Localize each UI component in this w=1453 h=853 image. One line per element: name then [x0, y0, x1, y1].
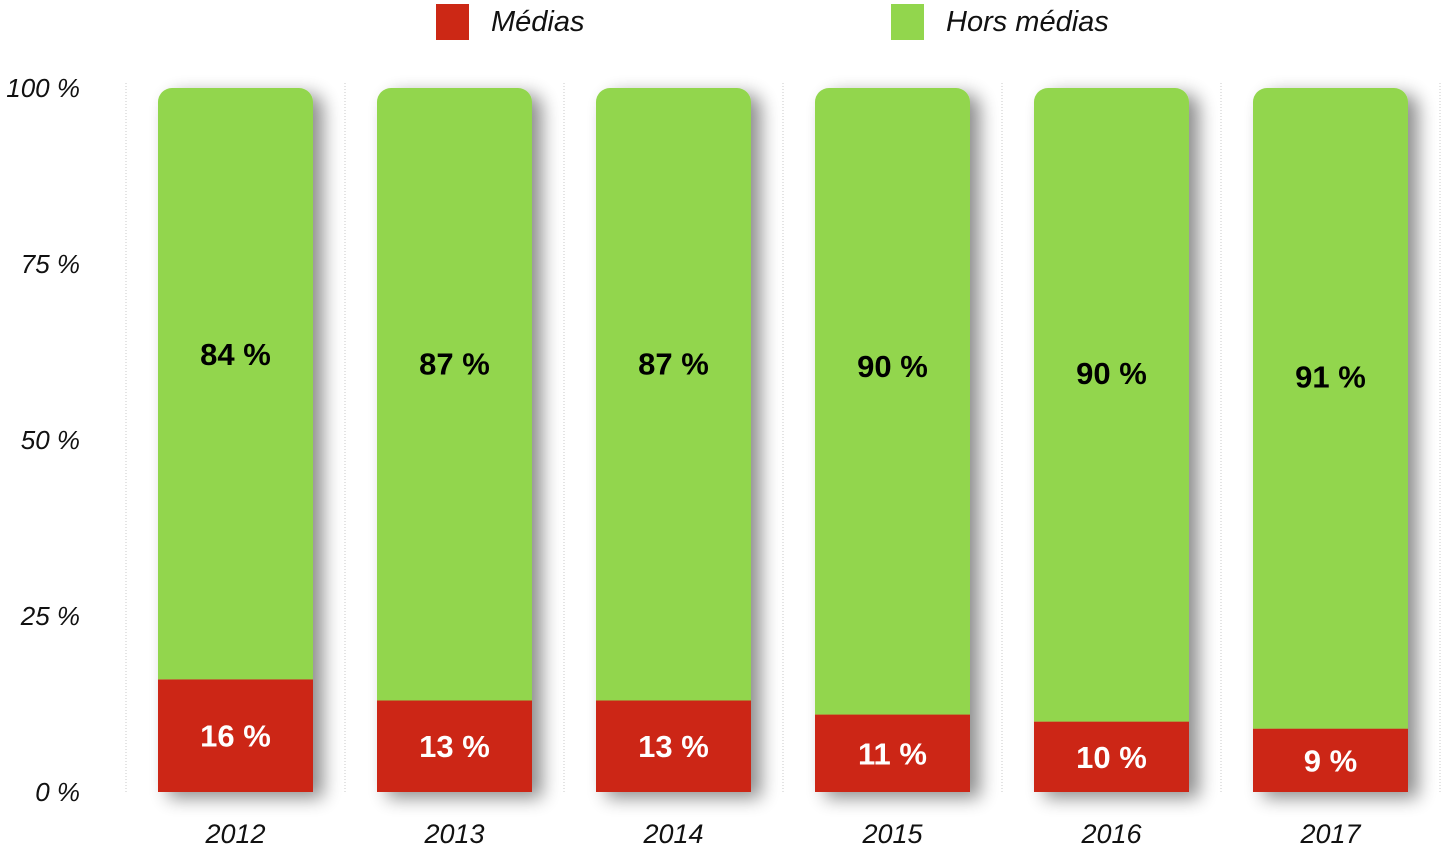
legend-swatch-hors-medias [891, 4, 924, 40]
legend-medias: Médias [436, 2, 585, 42]
data-label-hors-medias-2015: 90 % [857, 349, 928, 384]
x-axis: 2012 2013 2014 2015 2016 2017 [204, 819, 1361, 849]
y-tick-label: 75 % [21, 249, 80, 279]
x-tick-label-2013: 2013 [423, 819, 484, 849]
bars: 16 % 84 % 13 % 87 % 13 % 87 % 11 % 90 % 10 % 90 %… [158, 88, 1408, 792]
bar-medias-2016 [1034, 721, 1189, 792]
data-label-medias-2017: 9 % [1304, 743, 1357, 778]
data-label-medias-2016: 10 % [1076, 740, 1147, 775]
data-label-hors-medias-2012: 84 % [200, 337, 271, 372]
legend-hors-medias: Hors médias [891, 2, 1109, 42]
data-label-medias-2015: 11 % [858, 736, 927, 771]
bar-group-2015 [815, 88, 970, 792]
legend-label-hors-medias: Hors médias [946, 5, 1109, 38]
y-tick-label: 0 % [35, 777, 80, 807]
data-label-medias-2014: 13 % [638, 729, 709, 764]
legend-label-medias: Médias [491, 5, 585, 38]
data-label-hors-medias-2013: 87 % [419, 347, 490, 382]
data-label-hors-medias-2016: 90 % [1076, 356, 1147, 391]
bar-hors-medias-2015 [815, 88, 970, 715]
bar-medias-2014 [596, 700, 751, 792]
y-tick-label: 25 % [20, 601, 80, 631]
bar-hors-medias-2017 [1253, 88, 1408, 729]
x-tick-label-2012: 2012 [204, 819, 265, 849]
data-label-hors-medias-2014: 87 % [638, 347, 709, 382]
y-axis: 0 % 25 % 50 % 75 % 100 % [6, 73, 80, 807]
bar-medias-2013 [377, 700, 532, 792]
bar-hors-medias-2014 [596, 88, 751, 701]
y-tick-label: 100 % [6, 73, 80, 103]
x-tick-label-2014: 2014 [642, 819, 703, 849]
data-label-medias-2013: 13 % [419, 729, 490, 764]
x-tick-label-2017: 2017 [1299, 819, 1361, 849]
data-label-medias-2012: 16 % [200, 719, 271, 754]
bar-hors-medias-2013 [377, 88, 532, 701]
bar-hors-medias-2016 [1034, 88, 1189, 722]
bar-hors-medias-2012 [158, 88, 313, 680]
bar-group-2014 [596, 88, 751, 792]
bar-group-2017 [1253, 88, 1408, 792]
legend-swatch-medias [436, 4, 469, 40]
bar-medias-2015 [815, 714, 970, 792]
bar-group-2013 [377, 88, 532, 792]
y-tick-label: 50 % [21, 425, 80, 455]
bar-medias-2012 [158, 679, 313, 792]
grid-lines [125, 83, 1441, 792]
x-tick-label-2016: 2016 [1080, 819, 1142, 849]
x-tick-label-2015: 2015 [861, 819, 923, 849]
data-label-hors-medias-2017: 91 % [1295, 359, 1366, 394]
bar-medias-2017 [1253, 728, 1408, 792]
bar-group-2016 [1034, 88, 1189, 792]
bar-group-2012 [158, 88, 313, 792]
